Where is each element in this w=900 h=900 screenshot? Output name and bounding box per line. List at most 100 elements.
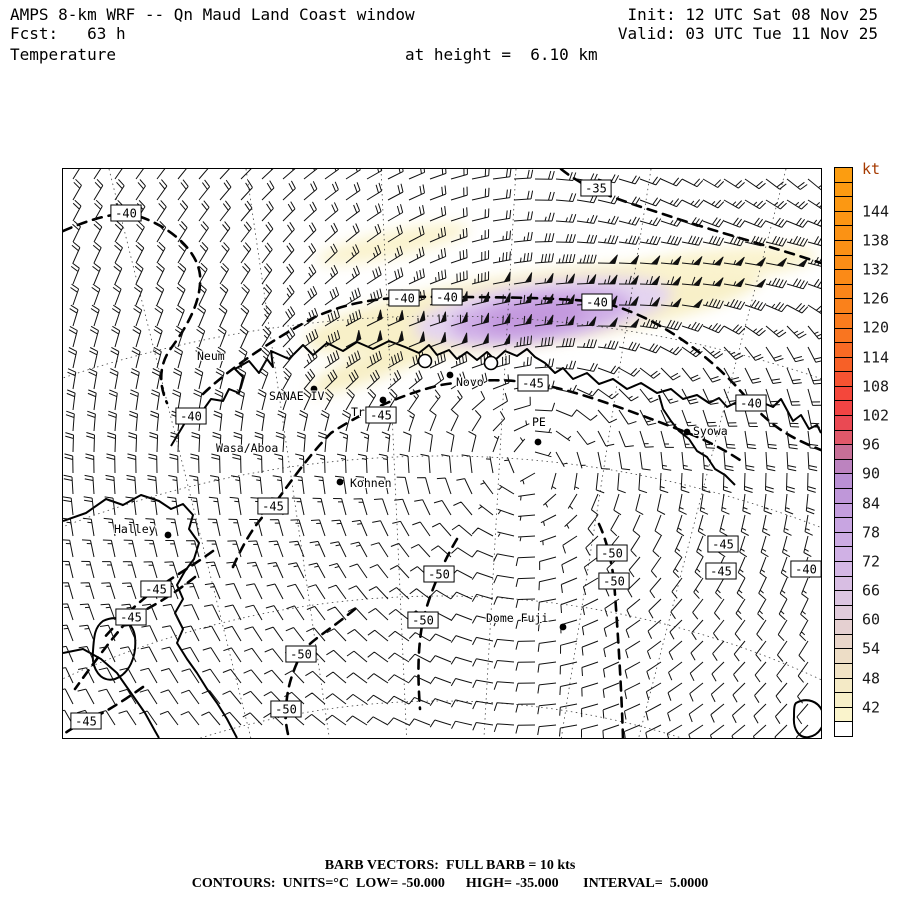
contour-label: -45 (522, 377, 544, 391)
colorbar-tick: 126 (862, 289, 890, 308)
colorbar-tick: 54 (862, 640, 881, 659)
colorbar-cell (834, 458, 853, 475)
colorbar-cell (834, 167, 853, 183)
contour-label: -50 (412, 614, 434, 628)
contour-label: -45 (145, 583, 167, 597)
colorbar-tick: 90 (862, 465, 881, 484)
station-label: Neum (197, 349, 225, 363)
colorbar-tick: 60 (862, 610, 881, 629)
colorbar-cell (834, 502, 853, 519)
station-dot (164, 531, 172, 539)
colorbar-cell (834, 706, 853, 723)
colorbar-cell (834, 517, 853, 533)
colorbar-cell (834, 181, 853, 198)
coastline (62, 340, 825, 739)
valid-time: Valid: 03 UTC Tue 11 Nov 25 (617, 24, 878, 43)
colorbar-tick: 72 (862, 552, 881, 571)
colorbar-tick: 144 (862, 202, 890, 221)
colorbar-cell (834, 371, 853, 387)
colorbar-cell (834, 677, 853, 694)
wind-barbs (56, 158, 830, 745)
colorbar-cell (834, 692, 853, 708)
colorbar-tick: 132 (862, 260, 890, 279)
colorbar-cell (834, 356, 853, 373)
station-dot (534, 438, 542, 446)
colorbar (834, 167, 855, 737)
colorbar-cell (834, 721, 853, 737)
colorbar-tick: 114 (862, 348, 890, 367)
colorbar-cell (834, 225, 853, 241)
colorbar-tick: 120 (862, 319, 890, 338)
colorbar-tick: 78 (862, 523, 881, 542)
contour-label: -40 (586, 296, 608, 310)
colorbar-tick: 102 (862, 406, 890, 425)
colorbar-cell (834, 254, 853, 271)
station-dot (446, 371, 454, 379)
contour-label: -45 (120, 611, 142, 625)
station-label: Wasa/Aboa (216, 441, 278, 455)
colorbar-cell (834, 400, 853, 417)
colorbar-tick: 108 (862, 377, 890, 396)
colorbar-cell (834, 488, 853, 504)
colorbar-tick: 66 (862, 581, 881, 600)
colorbar-unit-label: kt (862, 160, 881, 178)
barb-legend: BARB VECTORS: FULL BARB = 10 kts (324, 858, 576, 873)
coast-ring-marker (483, 355, 499, 371)
contour-label: -45 (75, 715, 97, 729)
colorbar-cell (834, 210, 853, 227)
colorbar-cell (834, 327, 853, 344)
contour-label: -45 (710, 565, 732, 579)
contour-label: -45 (712, 538, 734, 552)
init-time: Init: 12 UTC Sat 08 Nov 25 (627, 5, 878, 24)
contour-label: -50 (275, 703, 297, 717)
contour-label: -50 (603, 575, 625, 589)
colorbar-cell (834, 633, 853, 650)
station-dot (336, 478, 344, 486)
colorbar-cell (834, 575, 853, 592)
colorbar-cell (834, 269, 853, 285)
colorbar-cell (834, 298, 853, 314)
contour-label: -45 (262, 500, 284, 514)
station-dot (559, 623, 567, 631)
colorbar-cell (834, 415, 853, 431)
station-dot (379, 396, 387, 404)
colorbar-cell (834, 473, 853, 489)
colorbar-tick: 84 (862, 494, 881, 513)
contour-label: -40 (180, 410, 202, 424)
colorbar-tick: 48 (862, 669, 881, 688)
contour-label: -40 (740, 397, 762, 411)
contour-label: -50 (428, 568, 450, 582)
title-model-window: AMPS 8-km WRF -- Qn Maud Land Coast wind… (10, 5, 415, 24)
colorbar-cell (834, 444, 853, 460)
station-label: SANAE IV (269, 389, 324, 403)
station-label: PE (532, 415, 546, 429)
contour-legend: CONTOURS: UNITS=°C LOW= -50.000 HIGH= -3… (191, 876, 709, 891)
field-level: at height = 6.10 km (405, 45, 598, 64)
colorbar-cell (834, 531, 853, 548)
station-label: Kohnen (350, 476, 392, 490)
colorbar-cell (834, 648, 853, 665)
contour-label: -50 (290, 648, 312, 662)
coast-ring-marker (417, 353, 433, 369)
station-label: Halley (114, 522, 156, 536)
colorbar-cell (834, 560, 853, 577)
contour-label: -40 (795, 563, 817, 577)
station-label: Syowa (693, 424, 728, 438)
station-dot (310, 385, 318, 393)
colorbar-tick: 42 (862, 698, 881, 717)
wind-speed-shading (305, 223, 818, 395)
colorbar-cell (834, 590, 853, 606)
colorbar-cell (834, 385, 853, 402)
contour-label: -35 (585, 182, 607, 196)
colorbar-cell (834, 196, 853, 212)
colorbar-cell (834, 546, 853, 562)
colorbar-cell (834, 429, 853, 446)
contour-label: -40 (115, 207, 137, 221)
contour-label: -40 (393, 292, 415, 306)
colorbar-cell (834, 342, 853, 358)
colorbar-tick: 96 (862, 435, 881, 454)
colorbar-cell (834, 604, 853, 621)
